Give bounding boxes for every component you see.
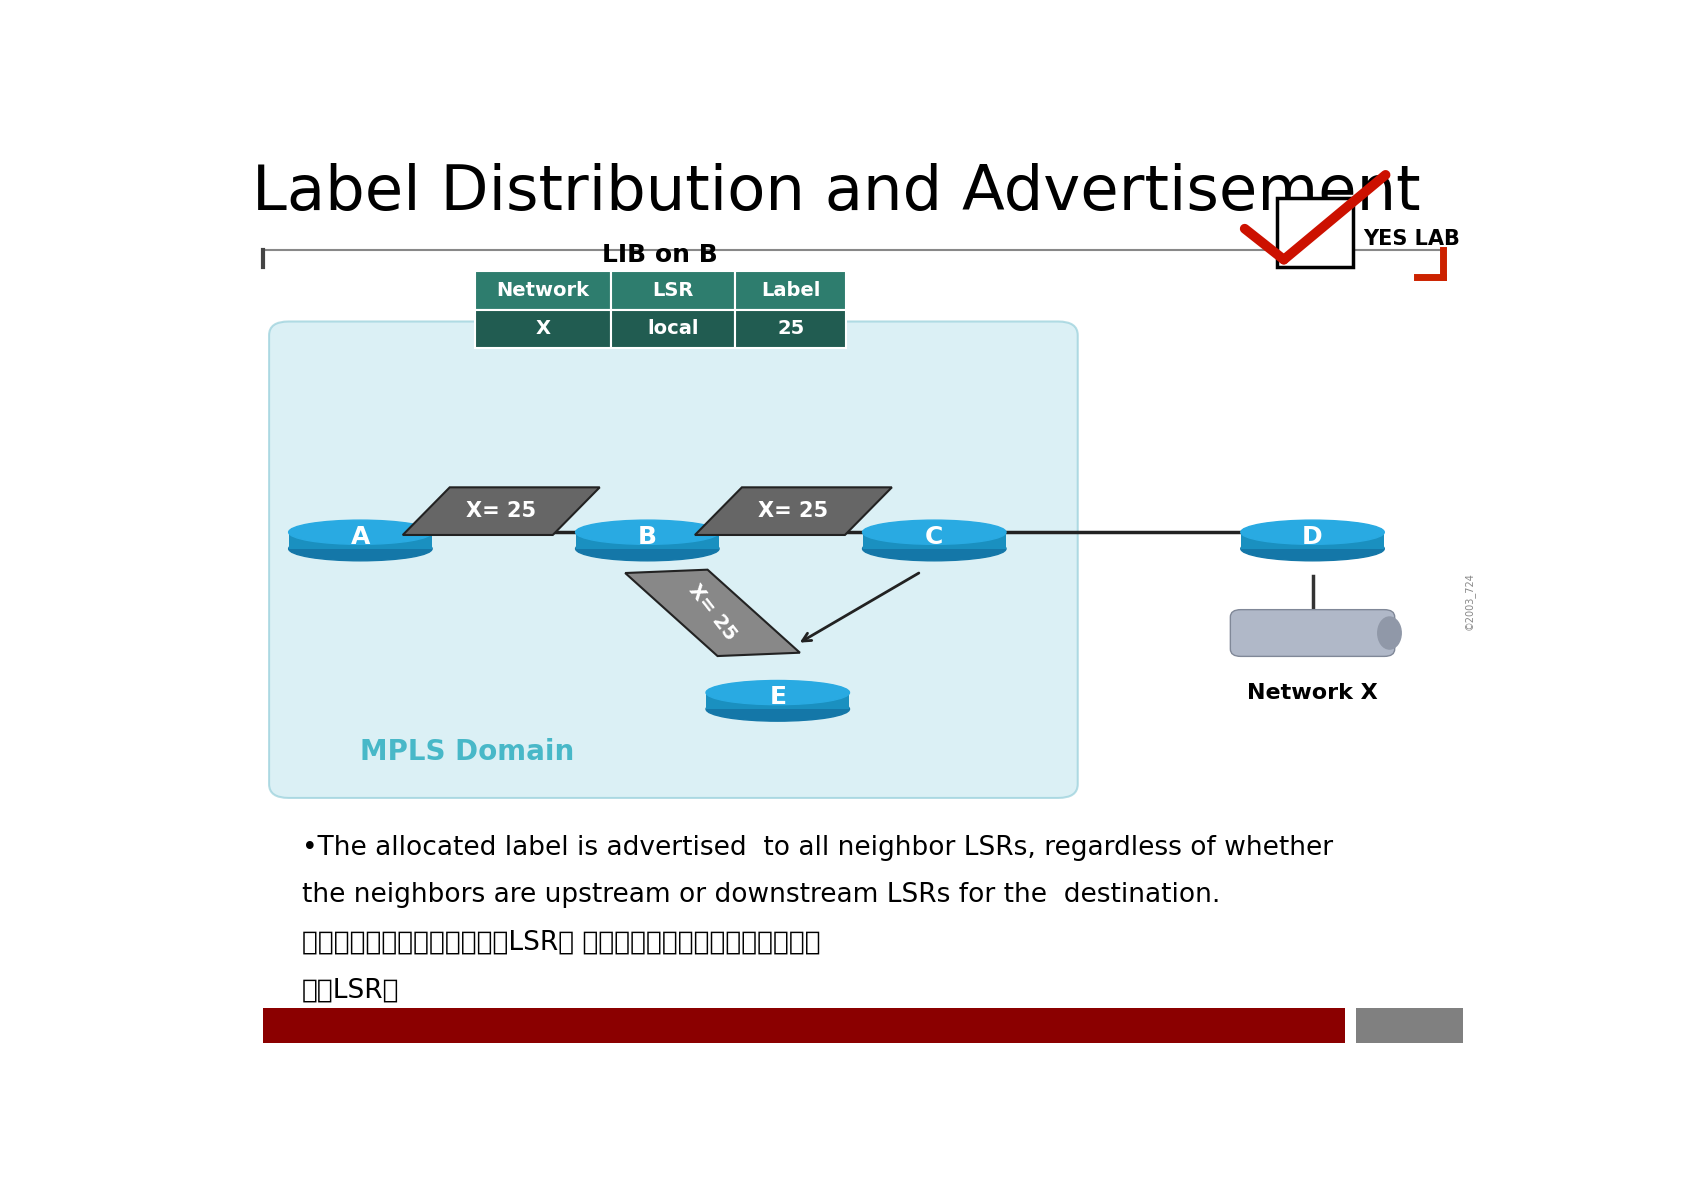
Text: 25: 25 <box>777 319 804 338</box>
Polygon shape <box>402 488 599 536</box>
FancyBboxPatch shape <box>262 1008 1344 1042</box>
Text: YES LAB: YES LAB <box>1362 228 1460 249</box>
FancyBboxPatch shape <box>1354 1008 1462 1042</box>
Text: B: B <box>637 525 656 549</box>
Text: LSR: LSR <box>653 281 693 300</box>
Text: 下游LSR。: 下游LSR。 <box>301 977 399 1003</box>
FancyBboxPatch shape <box>735 271 846 309</box>
Ellipse shape <box>861 537 1006 560</box>
Polygon shape <box>289 532 432 549</box>
Ellipse shape <box>1240 520 1383 544</box>
Text: ©2003_724: ©2003_724 <box>1463 572 1473 630</box>
FancyBboxPatch shape <box>611 271 735 309</box>
Text: Label Distribution and Advertisement: Label Distribution and Advertisement <box>252 163 1420 224</box>
Text: the neighbors are upstream or downstream LSRs for the  destination.: the neighbors are upstream or downstream… <box>301 882 1219 908</box>
Text: X= 25: X= 25 <box>685 581 740 645</box>
FancyBboxPatch shape <box>474 309 611 347</box>
FancyBboxPatch shape <box>474 271 611 309</box>
Text: D: D <box>1302 525 1322 549</box>
Ellipse shape <box>289 537 432 560</box>
Polygon shape <box>575 532 718 549</box>
Text: local: local <box>648 319 698 338</box>
Text: C: C <box>925 525 944 549</box>
Ellipse shape <box>575 537 718 560</box>
Text: Network X: Network X <box>1246 683 1378 703</box>
Ellipse shape <box>575 520 718 544</box>
Text: X= 25: X= 25 <box>466 501 537 521</box>
FancyBboxPatch shape <box>1277 198 1352 267</box>
FancyBboxPatch shape <box>269 321 1076 798</box>
Ellipse shape <box>1240 537 1383 560</box>
Polygon shape <box>706 693 849 709</box>
Text: A: A <box>350 525 370 549</box>
Ellipse shape <box>289 520 432 544</box>
Text: X= 25: X= 25 <box>759 501 828 521</box>
Text: 分配的标签被通告给所有邻居LSR， 而不管邻居是否是目的地的上游或: 分配的标签被通告给所有邻居LSR， 而不管邻居是否是目的地的上游或 <box>301 929 819 956</box>
Text: E: E <box>769 685 785 709</box>
Text: MPLS Domain: MPLS Domain <box>360 738 574 766</box>
Ellipse shape <box>861 520 1006 544</box>
FancyBboxPatch shape <box>1230 609 1394 657</box>
Polygon shape <box>861 532 1006 549</box>
Polygon shape <box>695 488 891 536</box>
Text: Network: Network <box>496 281 589 300</box>
Text: X: X <box>535 319 550 338</box>
Polygon shape <box>1240 532 1383 549</box>
Polygon shape <box>624 570 799 656</box>
Ellipse shape <box>1378 616 1401 649</box>
FancyBboxPatch shape <box>611 309 735 347</box>
Text: •The allocated label is advertised  to all neighbor LSRs, regardless of whether: •The allocated label is advertised to al… <box>301 834 1332 860</box>
Ellipse shape <box>706 697 849 721</box>
Text: Label: Label <box>760 281 821 300</box>
Ellipse shape <box>706 681 849 704</box>
Text: LIB on B: LIB on B <box>602 243 718 267</box>
FancyBboxPatch shape <box>735 309 846 347</box>
